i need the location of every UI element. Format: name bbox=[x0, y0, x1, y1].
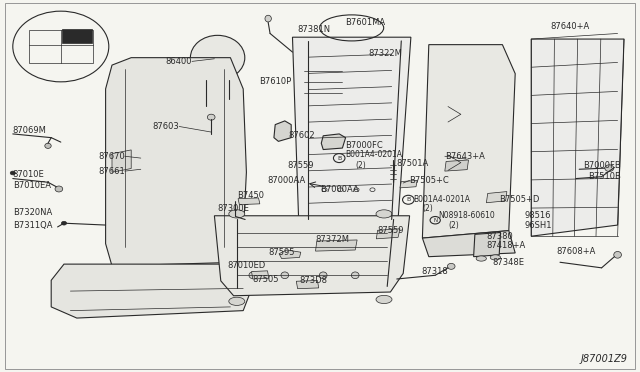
Text: (2): (2) bbox=[448, 221, 459, 230]
Text: 87608+A: 87608+A bbox=[557, 247, 596, 256]
Ellipse shape bbox=[351, 272, 359, 279]
Text: 87559: 87559 bbox=[378, 226, 404, 235]
Ellipse shape bbox=[319, 272, 327, 279]
Ellipse shape bbox=[55, 186, 63, 192]
Text: 87000AA: 87000AA bbox=[268, 176, 306, 185]
Text: B7320NA: B7320NA bbox=[13, 208, 52, 217]
Text: 873D8: 873D8 bbox=[300, 276, 328, 285]
Polygon shape bbox=[486, 192, 507, 203]
Ellipse shape bbox=[191, 35, 245, 80]
Polygon shape bbox=[400, 180, 417, 188]
Text: B: B bbox=[337, 155, 341, 161]
Text: 87348E: 87348E bbox=[493, 258, 525, 267]
Text: 87670: 87670 bbox=[98, 152, 125, 161]
Text: 86400: 86400 bbox=[166, 57, 192, 66]
Ellipse shape bbox=[476, 256, 486, 261]
Text: 87640+A: 87640+A bbox=[550, 22, 589, 31]
Text: 87381N: 87381N bbox=[297, 25, 330, 34]
Text: B7643+A: B7643+A bbox=[445, 152, 484, 161]
Text: B001A4-0201A: B001A4-0201A bbox=[413, 195, 470, 203]
Text: 96SH1: 96SH1 bbox=[525, 221, 552, 230]
Text: B7601MA: B7601MA bbox=[345, 18, 385, 27]
Text: (2): (2) bbox=[355, 161, 366, 170]
Polygon shape bbox=[321, 134, 346, 150]
Ellipse shape bbox=[605, 165, 614, 171]
Bar bbox=[29, 30, 93, 63]
Polygon shape bbox=[230, 278, 253, 288]
Ellipse shape bbox=[61, 221, 67, 225]
Text: B7000FC: B7000FC bbox=[346, 141, 383, 150]
Polygon shape bbox=[422, 231, 515, 257]
Ellipse shape bbox=[45, 143, 51, 148]
Ellipse shape bbox=[229, 210, 245, 218]
Polygon shape bbox=[274, 121, 291, 141]
Text: 87010ED: 87010ED bbox=[227, 262, 266, 270]
Ellipse shape bbox=[490, 255, 500, 260]
Text: N08918-60610: N08918-60610 bbox=[438, 211, 495, 220]
Ellipse shape bbox=[10, 171, 15, 175]
Text: B7450: B7450 bbox=[237, 191, 264, 200]
Ellipse shape bbox=[265, 15, 271, 22]
Polygon shape bbox=[112, 150, 131, 172]
Polygon shape bbox=[376, 229, 400, 239]
Text: B001A4-0201A: B001A4-0201A bbox=[346, 150, 403, 159]
Polygon shape bbox=[422, 45, 515, 238]
Polygon shape bbox=[316, 240, 357, 251]
Polygon shape bbox=[474, 232, 500, 257]
Polygon shape bbox=[214, 216, 410, 296]
Text: B7505+C: B7505+C bbox=[410, 176, 449, 185]
Polygon shape bbox=[238, 198, 260, 205]
Text: B7610P: B7610P bbox=[259, 77, 291, 86]
Polygon shape bbox=[106, 58, 246, 266]
Bar bbox=[62, 29, 92, 43]
Text: 87595: 87595 bbox=[268, 248, 295, 257]
Text: N: N bbox=[433, 218, 437, 223]
Polygon shape bbox=[445, 160, 468, 171]
Text: 87010E: 87010E bbox=[13, 170, 45, 179]
Text: 87318: 87318 bbox=[422, 267, 449, 276]
Text: 87559: 87559 bbox=[287, 161, 314, 170]
Text: B7010EA: B7010EA bbox=[13, 182, 51, 190]
Ellipse shape bbox=[207, 114, 215, 120]
Polygon shape bbox=[292, 37, 411, 227]
Text: (2): (2) bbox=[422, 204, 433, 213]
Ellipse shape bbox=[614, 251, 621, 258]
Text: B7505+D: B7505+D bbox=[499, 195, 540, 203]
Polygon shape bbox=[252, 271, 269, 279]
Text: 87602: 87602 bbox=[288, 131, 315, 140]
Text: 87603: 87603 bbox=[152, 122, 179, 131]
Text: 87661: 87661 bbox=[98, 167, 125, 176]
Ellipse shape bbox=[447, 263, 455, 269]
Text: B7311QA: B7311QA bbox=[13, 221, 52, 230]
Ellipse shape bbox=[249, 272, 257, 279]
Ellipse shape bbox=[376, 210, 392, 218]
Text: B7000AA: B7000AA bbox=[320, 185, 359, 194]
Text: J87001Z9: J87001Z9 bbox=[580, 354, 627, 364]
Polygon shape bbox=[301, 52, 349, 104]
Polygon shape bbox=[279, 250, 301, 259]
Ellipse shape bbox=[376, 295, 392, 304]
Ellipse shape bbox=[229, 297, 245, 305]
Text: B7510B: B7510B bbox=[588, 172, 621, 181]
Text: 87069M: 87069M bbox=[13, 126, 47, 135]
Text: 98516: 98516 bbox=[525, 211, 551, 220]
Text: 87418+A: 87418+A bbox=[486, 241, 525, 250]
Text: B7000FB: B7000FB bbox=[583, 161, 621, 170]
Text: 87300E: 87300E bbox=[218, 204, 250, 213]
Polygon shape bbox=[531, 39, 624, 236]
Text: 87372M: 87372M bbox=[316, 235, 350, 244]
Text: 87501A: 87501A bbox=[397, 159, 429, 168]
Text: B: B bbox=[406, 197, 410, 202]
Polygon shape bbox=[51, 264, 253, 318]
Text: 87380: 87380 bbox=[486, 232, 513, 241]
Ellipse shape bbox=[13, 11, 109, 82]
Text: 87322M: 87322M bbox=[368, 49, 402, 58]
Polygon shape bbox=[296, 280, 319, 289]
Text: 87505: 87505 bbox=[252, 275, 279, 283]
Ellipse shape bbox=[281, 272, 289, 279]
